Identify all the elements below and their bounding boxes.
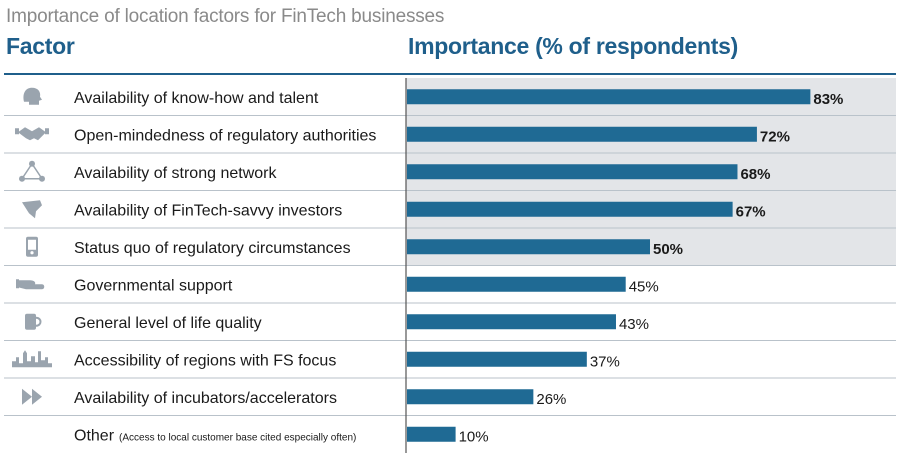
bar (407, 201, 733, 217)
category-label: Accessibility of regions with FS focus (74, 352, 336, 369)
category-label: Status quo of regulatory circumstances (74, 240, 351, 257)
category-label: Availability of incubators/accelerators (74, 390, 337, 407)
bar (407, 126, 757, 142)
fast-forward-icon (22, 388, 42, 405)
value-label: 26% (536, 391, 566, 408)
category-note: (Access to local customer base cited esp… (119, 432, 356, 443)
handshake-icon (15, 127, 49, 141)
bar (407, 239, 650, 255)
importance-header: Importance (% of respondents) (408, 33, 738, 59)
value-label: 67% (736, 203, 766, 220)
bar (407, 276, 626, 292)
category-label: General level of life quality (74, 315, 262, 332)
category-label: Availability of FinTech-savvy investors (74, 202, 342, 219)
network-icon (19, 160, 45, 182)
head-icon (23, 87, 43, 105)
category-label: Availability of know-how and talent (74, 90, 319, 107)
chart-title: Importance of location factors for FinTe… (6, 6, 445, 27)
bar (407, 351, 587, 367)
bar (407, 164, 738, 180)
category-label: Availability of strong network (74, 165, 277, 182)
value-label: 83% (813, 91, 843, 108)
bar (407, 389, 534, 405)
value-label: 10% (459, 428, 489, 445)
value-label: 68% (740, 166, 770, 183)
mug-icon (25, 313, 42, 330)
hand-icon (16, 279, 45, 290)
value-label: 50% (653, 241, 683, 258)
phone-icon (26, 236, 38, 257)
value-label: 72% (760, 128, 790, 145)
factor-header: Factor (6, 33, 75, 59)
bar (407, 314, 616, 330)
pen-icon (22, 200, 42, 219)
value-label: 37% (590, 353, 620, 370)
value-label: 45% (629, 278, 659, 295)
value-label: 43% (619, 316, 649, 333)
category-label: Open-mindedness of regulatory authoritie… (74, 127, 376, 144)
category-label: Other (Access to local customer base cite… (74, 427, 356, 444)
bar (407, 426, 456, 442)
skyline-icon (12, 350, 52, 368)
category-label: Governmental support (74, 277, 233, 294)
bar (407, 89, 811, 105)
